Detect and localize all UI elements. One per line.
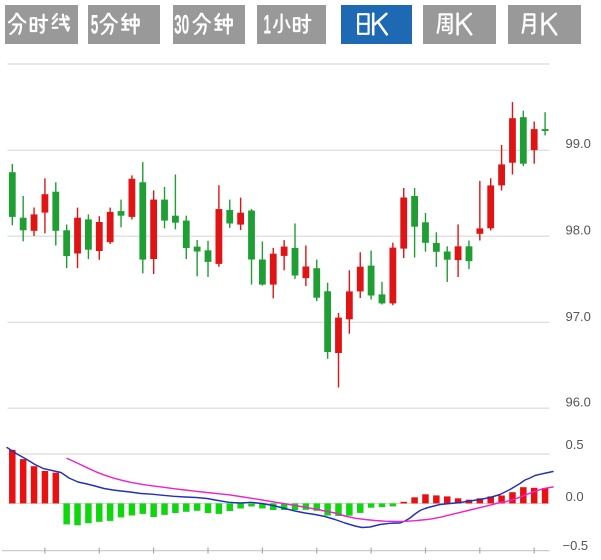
svg-text:98.0: 98.0 [566,223,591,238]
svg-text:−0.5: −0.5 [563,538,589,553]
svg-text:97.0: 97.0 [566,309,591,324]
svg-text:99.0: 99.0 [566,136,591,151]
svg-text:96.0: 96.0 [566,394,591,409]
svg-text:0.0: 0.0 [566,489,584,504]
svg-text:0.5: 0.5 [566,437,584,452]
svg-text:5: 5 [91,11,99,40]
svg-text:1: 1 [263,11,271,40]
svg-text:30: 30 [174,11,189,40]
